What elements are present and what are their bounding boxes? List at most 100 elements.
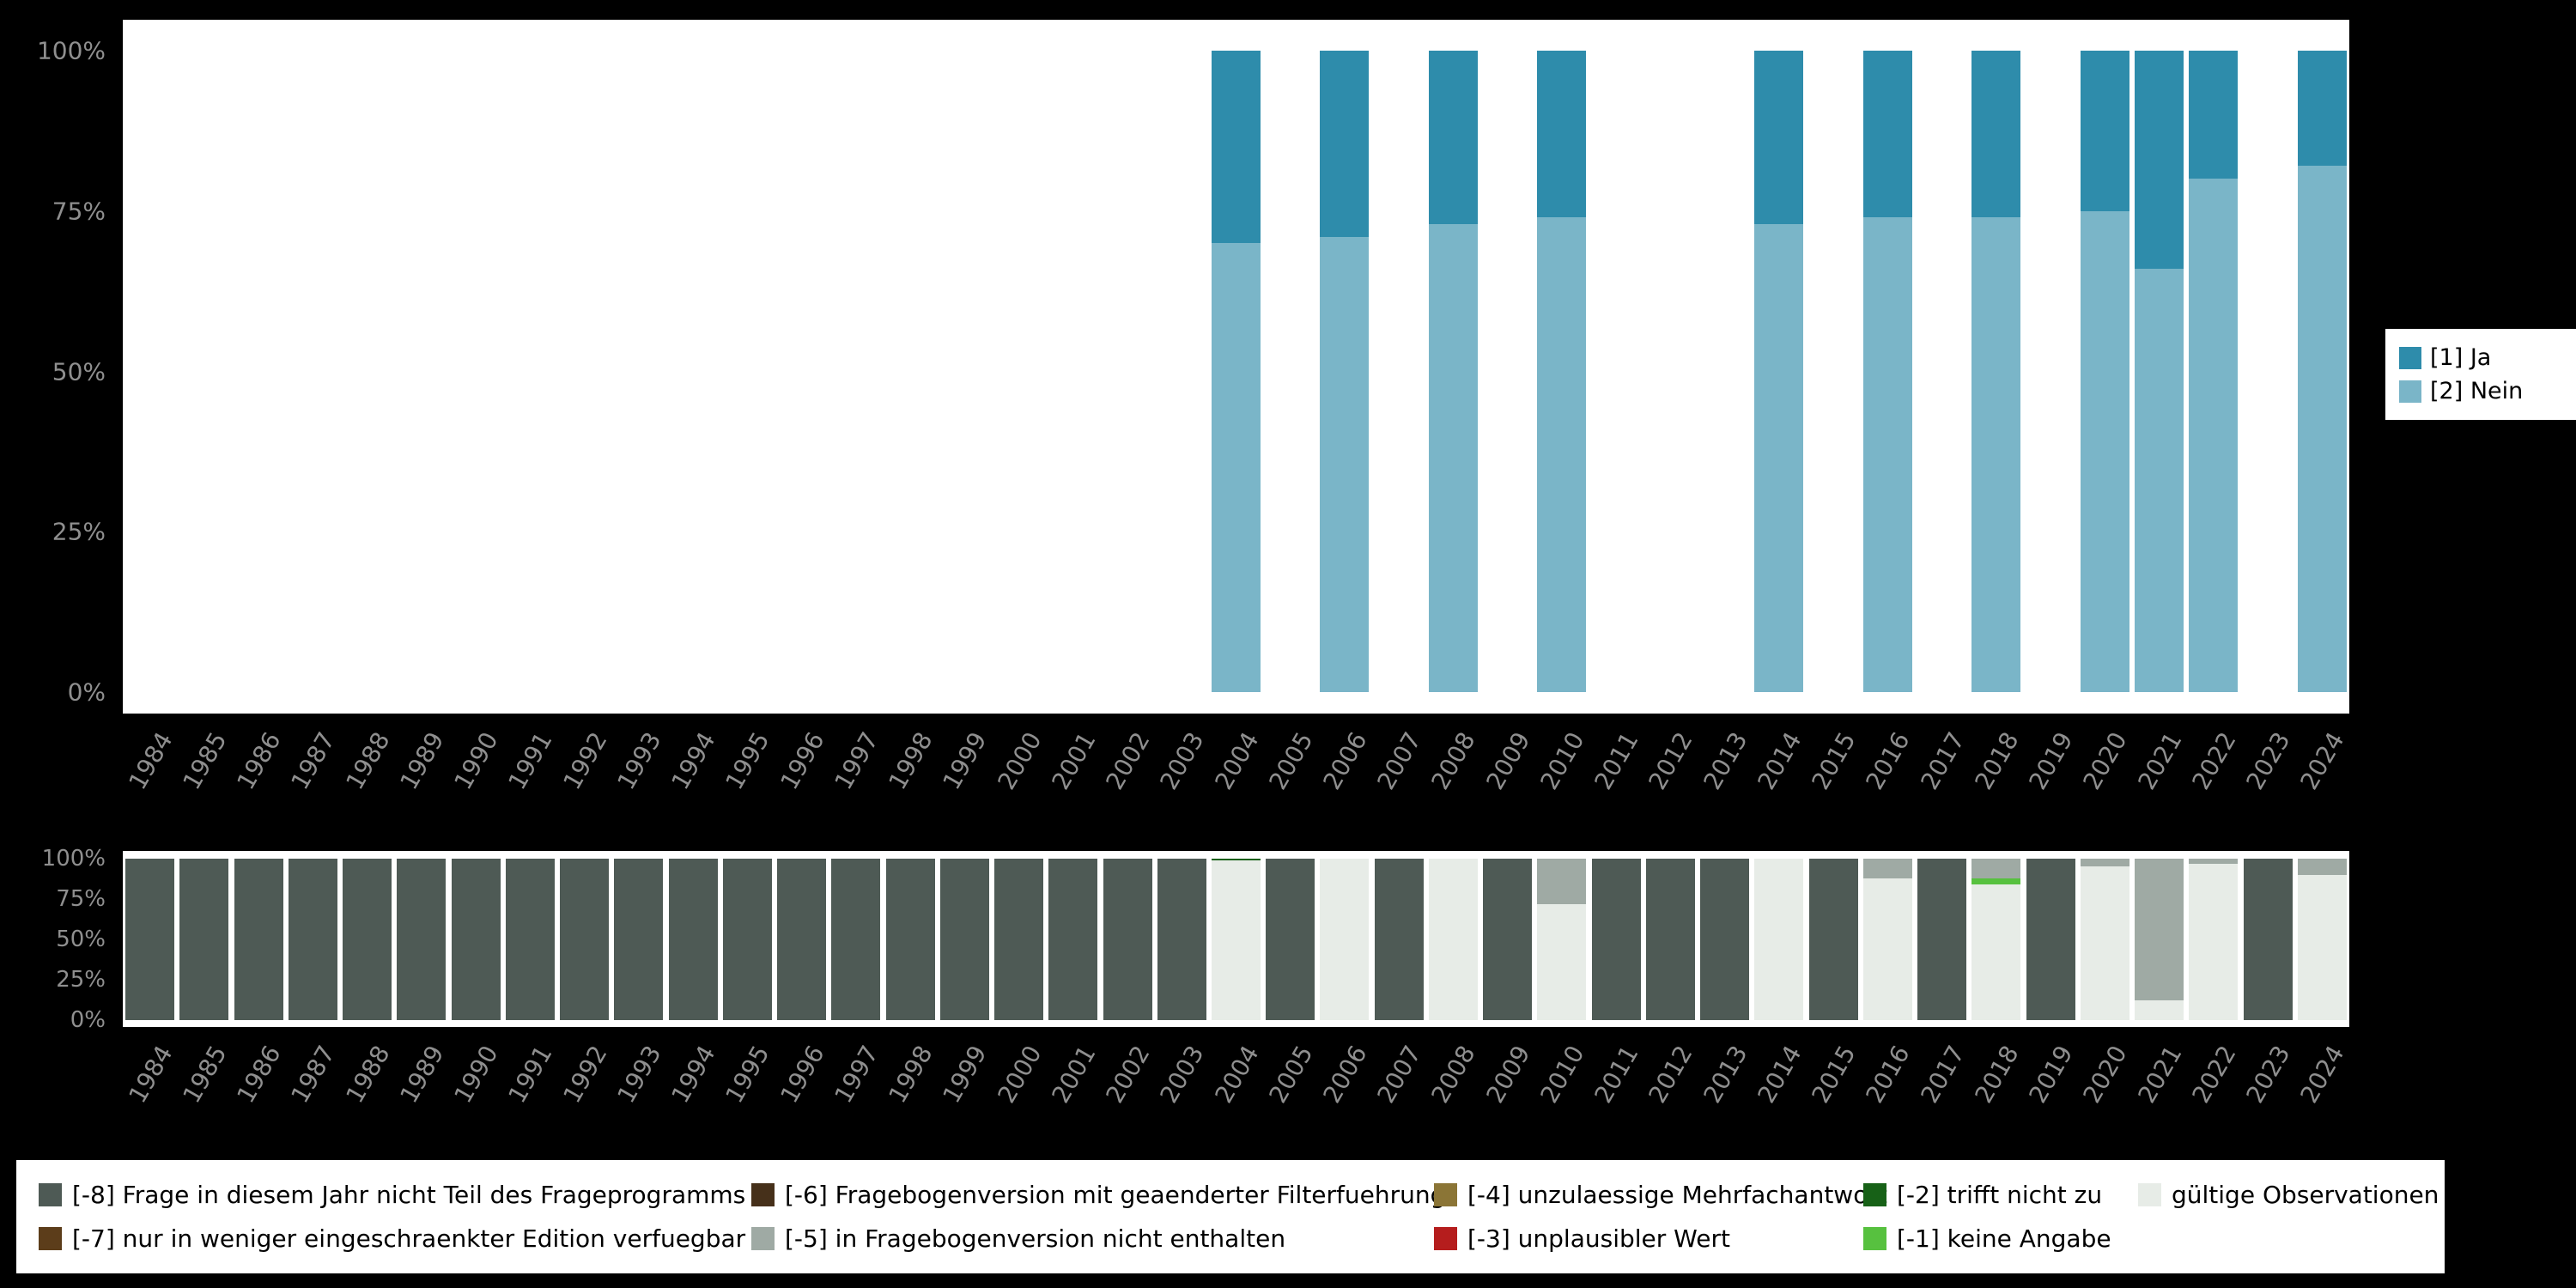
legend-item: [-8] Frage in diesem Jahr nicht Teil des… [39,1181,751,1209]
y-tick-label: 75% [56,886,106,912]
bar-2018 [1971,859,2021,1020]
bar-1997 [831,859,881,1020]
legend-item-label: [-1] keine Angabe [1897,1224,2111,1253]
legend-swatch-icon [2138,1183,2161,1206]
segment [1320,859,1370,1020]
legend-swatch-icon [1434,1183,1457,1206]
bar-1985 [179,859,229,1020]
top-chart-y-axis: 100% 75% 50% 25% 0% [0,37,114,707]
segment [1862,51,1912,218]
legend-item-label: [1] Ja [2430,344,2492,371]
top-chart-panel [123,20,2349,714]
segment [1862,878,1912,1020]
bar-2016 [1862,51,1912,692]
bar-2001 [1048,859,1098,1020]
segment [179,859,229,1020]
segment [1537,859,1587,904]
legend-item-label: gültige Observationen [2172,1181,2439,1209]
bar-2021 [2135,51,2184,692]
legend-item: [2] Nein [2399,378,2576,404]
y-tick-label: 0% [70,1007,106,1033]
bar-2005 [1266,859,1315,1020]
segment [451,859,501,1020]
top-chart-x-axis: 1984 1985 1986 1987 1988 1989 1990 1991 1992 1993… [123,724,2350,840]
segment [1862,217,1912,692]
segment [939,859,989,1020]
legend-item: [-7] nur in weniger eingeschraenkter Edi… [39,1224,751,1253]
segment [1591,859,1641,1020]
bar-1987 [288,859,337,1020]
segment [722,859,772,1020]
bar-2022 [2189,859,2239,1020]
legend-swatch-icon [1863,1227,1886,1250]
segment [1537,217,1587,692]
bar-2014 [1754,51,1804,692]
segment [1374,859,1424,1020]
legend-item: [-5] in Fragebogenversion nicht enthalte… [751,1224,1434,1253]
bottom-chart-panel [123,851,2349,1027]
segment [2243,859,2293,1020]
bar-2022 [2189,51,2239,692]
bar-1992 [560,859,610,1020]
segment [2297,874,2347,1020]
segment [2135,268,2184,692]
segment [614,859,664,1020]
segment [1428,223,1478,692]
bar-2024 [2297,51,2347,692]
segment [1212,51,1261,244]
segment [1320,236,1370,692]
y-tick-label: 50% [52,357,106,386]
bottom-chart-y-axis: 100% 75% 50% 25% 0% [0,846,114,1033]
bar-2015 [1808,859,1858,1020]
legend-swatch-icon [1434,1227,1457,1250]
bar-2014 [1754,859,1804,1020]
segment [343,859,392,1020]
bar-2017 [1917,859,1967,1020]
legend-item-label: [-6] Fragebogenversion mit geaenderter F… [785,1181,1446,1209]
segment [1157,859,1206,1020]
bar-2004 [1212,859,1261,1020]
bar-2020 [2080,859,2129,1020]
segment [2135,1000,2184,1020]
legend-swatch-icon [39,1183,62,1206]
y-tick-label: 75% [52,197,106,226]
segment [1048,859,1098,1020]
bar-2012 [1645,859,1695,1020]
segment [2297,166,2347,692]
legend-swatch-icon [751,1227,775,1250]
bar-2002 [1103,859,1152,1020]
bar-1984 [125,859,175,1020]
segment [885,859,935,1020]
segment [1428,51,1478,224]
bar-2020 [2080,51,2129,692]
legend-item: [-6] Fragebogenversion mit geaenderter F… [751,1181,1445,1209]
bottom-chart-plot-area [123,859,2349,1020]
segment [1754,859,1804,1020]
segment [1537,51,1587,218]
segment [234,859,283,1020]
segment [2080,51,2129,211]
segment [397,859,447,1020]
segment [831,859,881,1020]
segment [2189,51,2239,179]
segment [288,859,337,1020]
segment [1428,859,1478,1020]
bar-2007 [1374,859,1424,1020]
y-tick-label: 25% [52,517,106,546]
bar-1998 [885,859,935,1020]
y-tick-label: 100% [36,36,106,65]
segment [560,859,610,1020]
bar-1989 [397,859,447,1020]
legend-item-label: [-5] in Fragebogenversion nicht enthalte… [785,1224,1286,1253]
legend-item: gültige Observationen [2138,1181,2439,1209]
bar-1996 [777,859,827,1020]
bar-2023 [2243,859,2293,1020]
bar-1986 [234,859,283,1020]
legend-swatch-icon [2399,380,2421,403]
top-chart-plot-area [123,51,2349,692]
bar-2006 [1320,859,1370,1020]
bar-2010 [1537,51,1587,692]
legend-swatch-icon [2399,346,2421,369]
bar-2006 [1320,51,1370,692]
